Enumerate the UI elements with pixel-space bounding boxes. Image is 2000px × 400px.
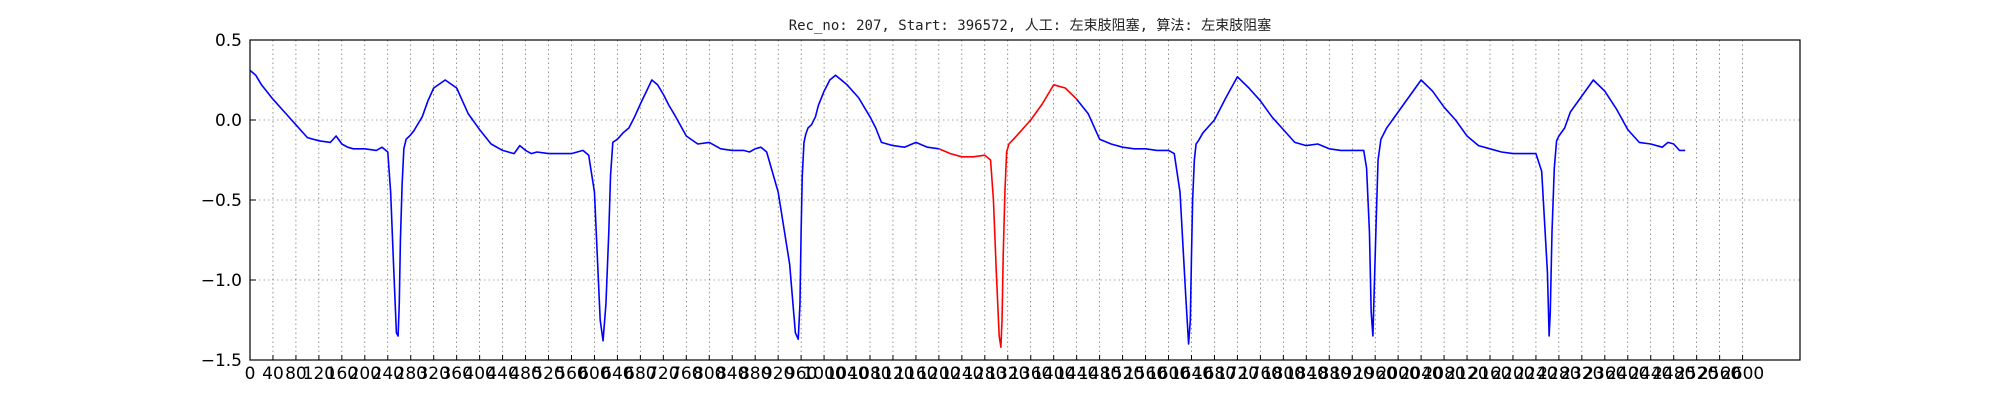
x-tick-label: 800 xyxy=(693,364,725,384)
x-tick-label: 760 xyxy=(670,364,702,384)
x-tick-label: 1320 xyxy=(986,364,1029,384)
x-tick-label: 360 xyxy=(440,364,472,384)
x-tick-label: 640 xyxy=(601,364,633,384)
y-tick-label: 0.5 xyxy=(215,31,242,51)
x-tick-label: 920 xyxy=(762,364,794,384)
x-tick-label: 160 xyxy=(326,364,358,384)
x-tick-label: 80 xyxy=(285,364,307,384)
x-tick-label: 2120 xyxy=(1445,364,1488,384)
x-tick-label: 2280 xyxy=(1537,364,1580,384)
x-tick-label: 280 xyxy=(395,364,427,384)
x-tick-label: 120 xyxy=(303,364,335,384)
x-tick-label: 1440 xyxy=(1055,364,1098,384)
x-tick-label: 2160 xyxy=(1468,364,1511,384)
ecg-series-line-3 xyxy=(1076,76,1686,345)
x-tick-label: 1360 xyxy=(1009,364,1052,384)
x-tick-label: 1280 xyxy=(963,364,1006,384)
x-tick-label: 1800 xyxy=(1262,364,1305,384)
x-tick-label: 1720 xyxy=(1216,364,1259,384)
x-tick-label: 560 xyxy=(555,364,587,384)
x-tick-label: 520 xyxy=(532,364,564,384)
x-tick-label: 1160 xyxy=(894,364,937,384)
x-tick-label: 1080 xyxy=(848,364,891,384)
ecg-series-line-1 xyxy=(249,69,940,342)
x-tick-label: 1000 xyxy=(802,364,845,384)
chart-title: Rec_no: 207, Start: 396572, 人工: 左束肢阻塞, 算… xyxy=(789,17,1272,34)
x-tick-label: 2240 xyxy=(1514,364,1557,384)
x-tick-label: 2080 xyxy=(1422,364,1465,384)
x-tick-label: 1680 xyxy=(1193,364,1236,384)
x-tick-label: 880 xyxy=(739,364,771,384)
y-tick-label: −1.5 xyxy=(201,351,242,371)
x-tick-label: 1880 xyxy=(1308,364,1351,384)
x-tick-label: 1040 xyxy=(825,364,868,384)
x-tick-label: 2040 xyxy=(1399,364,1442,384)
x-tick-label: 2360 xyxy=(1583,364,1626,384)
x-tick-label: 1520 xyxy=(1101,364,1144,384)
x-tick-label: 320 xyxy=(417,364,449,384)
x-tick-label: 480 xyxy=(509,364,541,384)
x-tick-label: 960 xyxy=(785,364,817,384)
x-tick-label: 1560 xyxy=(1124,364,1167,384)
x-tick-label: 1400 xyxy=(1032,364,1075,384)
x-tick-label: 680 xyxy=(624,364,656,384)
x-tick-label: 1480 xyxy=(1078,364,1121,384)
x-tick-label: 1640 xyxy=(1170,364,1213,384)
x-tick-label: 400 xyxy=(463,364,495,384)
x-tick-label: 240 xyxy=(372,364,404,384)
x-axis: 0 40 8012016020024028032036040044048052056… xyxy=(245,355,1764,384)
x-tick-label: 2320 xyxy=(1560,364,1603,384)
x-tick-label: 1960 xyxy=(1354,364,1397,384)
y-tick-label: 0.0 xyxy=(215,111,242,131)
x-tick-label: 440 xyxy=(486,364,518,384)
x-tick-label: 2600 xyxy=(1721,364,1764,384)
x-tick-label: 0 xyxy=(245,364,256,384)
x-tick-label: 1200 xyxy=(917,364,960,384)
x-tick-label: 1920 xyxy=(1331,364,1374,384)
x-tick-label: 2000 xyxy=(1377,364,1420,384)
x-tick-label: 2560 xyxy=(1698,364,1741,384)
x-tick-label: 2520 xyxy=(1675,364,1718,384)
x-tick-label: 1840 xyxy=(1285,364,1328,384)
x-tick-label: 40 xyxy=(262,364,284,384)
series-group xyxy=(249,69,1686,349)
x-tick-label: 1760 xyxy=(1239,364,1282,384)
x-tick-label: 720 xyxy=(647,364,679,384)
ecg-series-line-2 xyxy=(938,84,1078,349)
y-tick-label: −1.0 xyxy=(201,271,242,291)
grid-lines xyxy=(249,39,1800,361)
y-tick-label: −0.5 xyxy=(201,191,242,211)
x-tick-label: 600 xyxy=(578,364,610,384)
x-tick-label: 200 xyxy=(349,364,381,384)
x-tick-label: 2440 xyxy=(1629,364,1672,384)
x-tick-label: 2200 xyxy=(1491,364,1534,384)
x-tick-label: 2480 xyxy=(1652,364,1695,384)
x-tick-label: 2400 xyxy=(1606,364,1649,384)
x-tick-label: 840 xyxy=(716,364,748,384)
x-tick-label: 1240 xyxy=(940,364,983,384)
x-tick-label: 1120 xyxy=(871,364,914,384)
y-axis: 0.5 0.0 −0.5 −1.0 −1.5 xyxy=(201,31,256,371)
x-tick-label: 1600 xyxy=(1147,364,1190,384)
